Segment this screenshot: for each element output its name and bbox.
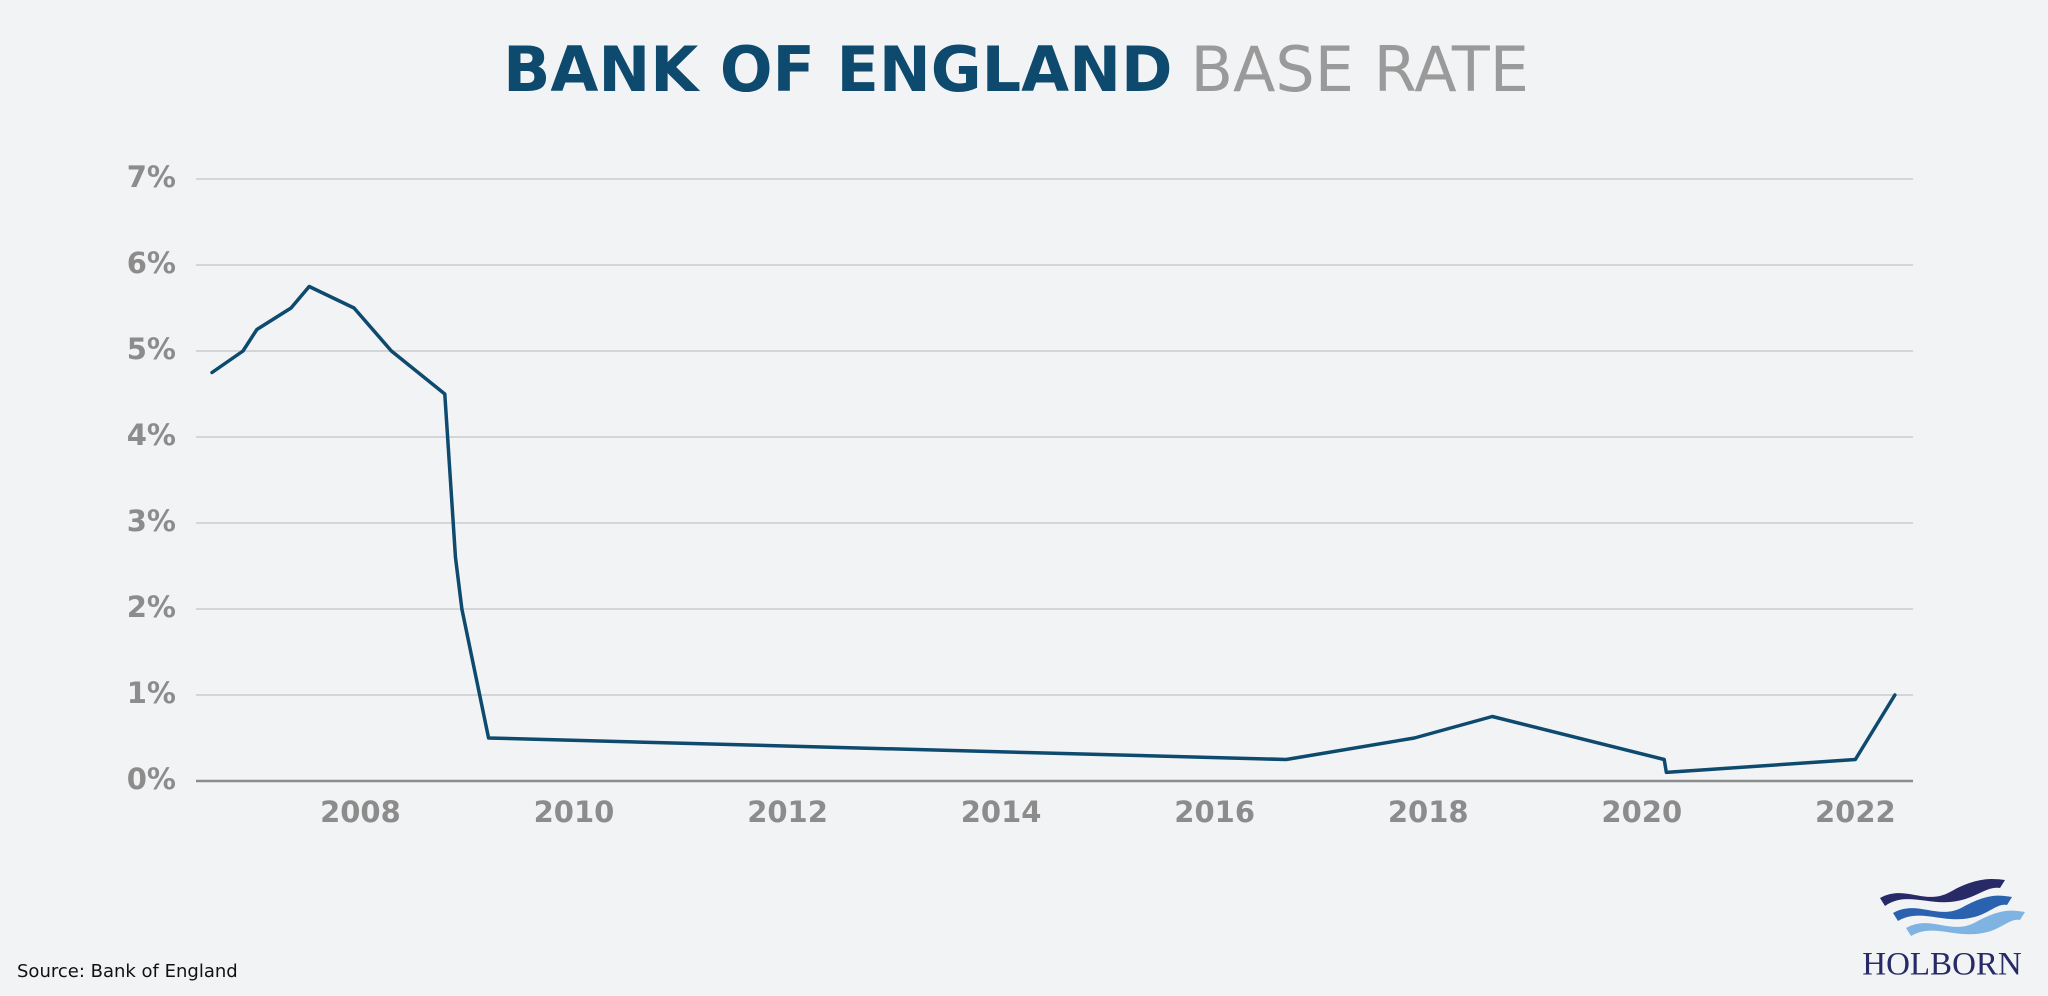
y-tick-label: 4% [127, 418, 176, 452]
y-tick-label: 6% [127, 246, 176, 280]
x-tick-label: 2016 [1174, 795, 1255, 829]
logo-wave [1893, 895, 2012, 921]
brand-name: HOLBORN [1862, 947, 2022, 983]
y-tick-label: 3% [127, 504, 176, 538]
logo-wave [1906, 910, 2025, 936]
x-tick-label: 2022 [1815, 795, 1896, 829]
title-light: BASE RATE [1190, 33, 1528, 106]
logo-wave [1880, 879, 2005, 906]
y-tick-label: 2% [127, 590, 176, 624]
chart-title: BANK OF ENGLAND BASE RATE [503, 33, 1529, 106]
x-tick-label: 2010 [534, 795, 615, 829]
x-tick-label: 2020 [1601, 795, 1682, 829]
data-line [210, 284, 1897, 775]
logo [1880, 879, 2025, 936]
x-tick-label: 2014 [961, 795, 1042, 829]
y-tick-label: 5% [127, 332, 176, 366]
title-bold: BANK OF ENGLAND [503, 33, 1172, 106]
y-tick-label: 0% [127, 762, 176, 796]
x-tick-label: 2012 [747, 795, 828, 829]
x-tick-label: 2008 [320, 795, 401, 829]
y-tick-label: 1% [127, 676, 176, 710]
x-tick-label: 2018 [1388, 795, 1469, 829]
y-tick-label: 7% [127, 160, 176, 194]
source-note: Source: Bank of England [17, 961, 238, 982]
